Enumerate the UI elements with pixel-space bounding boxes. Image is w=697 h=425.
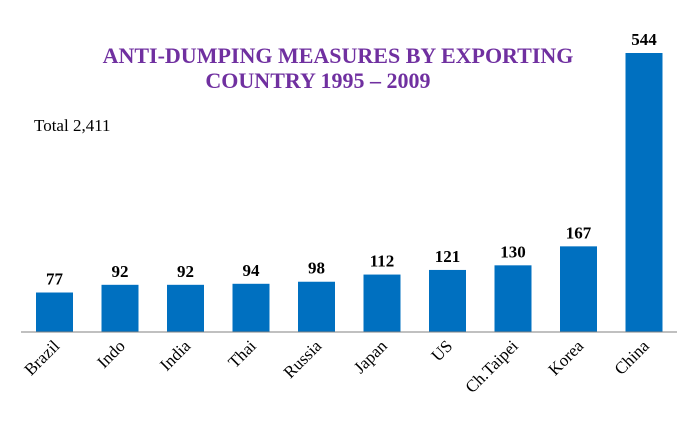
data-label: 77 xyxy=(46,270,64,289)
bar-china xyxy=(625,53,663,332)
data-label: 94 xyxy=(243,261,261,280)
data-label: 167 xyxy=(566,223,592,242)
bar-india xyxy=(167,284,204,332)
chart-title-line-1: ANTI-DUMPING MEASURES BY EXPORTING xyxy=(103,43,574,68)
bar-brazil xyxy=(36,292,73,332)
bar-us xyxy=(429,269,466,332)
x-tick-label: Ch.Taipei xyxy=(461,336,522,397)
x-tick-label: Russia xyxy=(280,336,326,382)
bar-thai xyxy=(232,283,270,332)
chart-title-line-2: COUNTRY 1995 – 2009 xyxy=(205,68,430,93)
data-label: 92 xyxy=(112,262,129,281)
bar-russia xyxy=(298,281,335,332)
x-tick-label: Korea xyxy=(545,336,588,379)
bar-ch-taipei xyxy=(494,265,532,332)
bar-indo xyxy=(101,284,139,332)
data-label: 130 xyxy=(500,242,526,261)
data-label: 544 xyxy=(631,30,657,49)
bar-korea xyxy=(560,246,597,332)
bar-japan xyxy=(363,274,401,332)
x-tick-label: US xyxy=(428,336,457,365)
x-tick-label: Japan xyxy=(350,336,391,377)
x-tick-label: Thai xyxy=(224,336,260,372)
x-tick-label: Brazil xyxy=(21,336,64,379)
data-label: 121 xyxy=(435,247,461,266)
x-tick-label: India xyxy=(156,336,194,374)
data-label: 92 xyxy=(177,262,194,281)
x-tick-label: China xyxy=(611,336,653,378)
data-label: 112 xyxy=(370,252,395,271)
total-annotation: Total 2,411 xyxy=(34,116,111,135)
x-tick-label: Indo xyxy=(93,336,128,371)
data-label: 98 xyxy=(308,259,325,278)
